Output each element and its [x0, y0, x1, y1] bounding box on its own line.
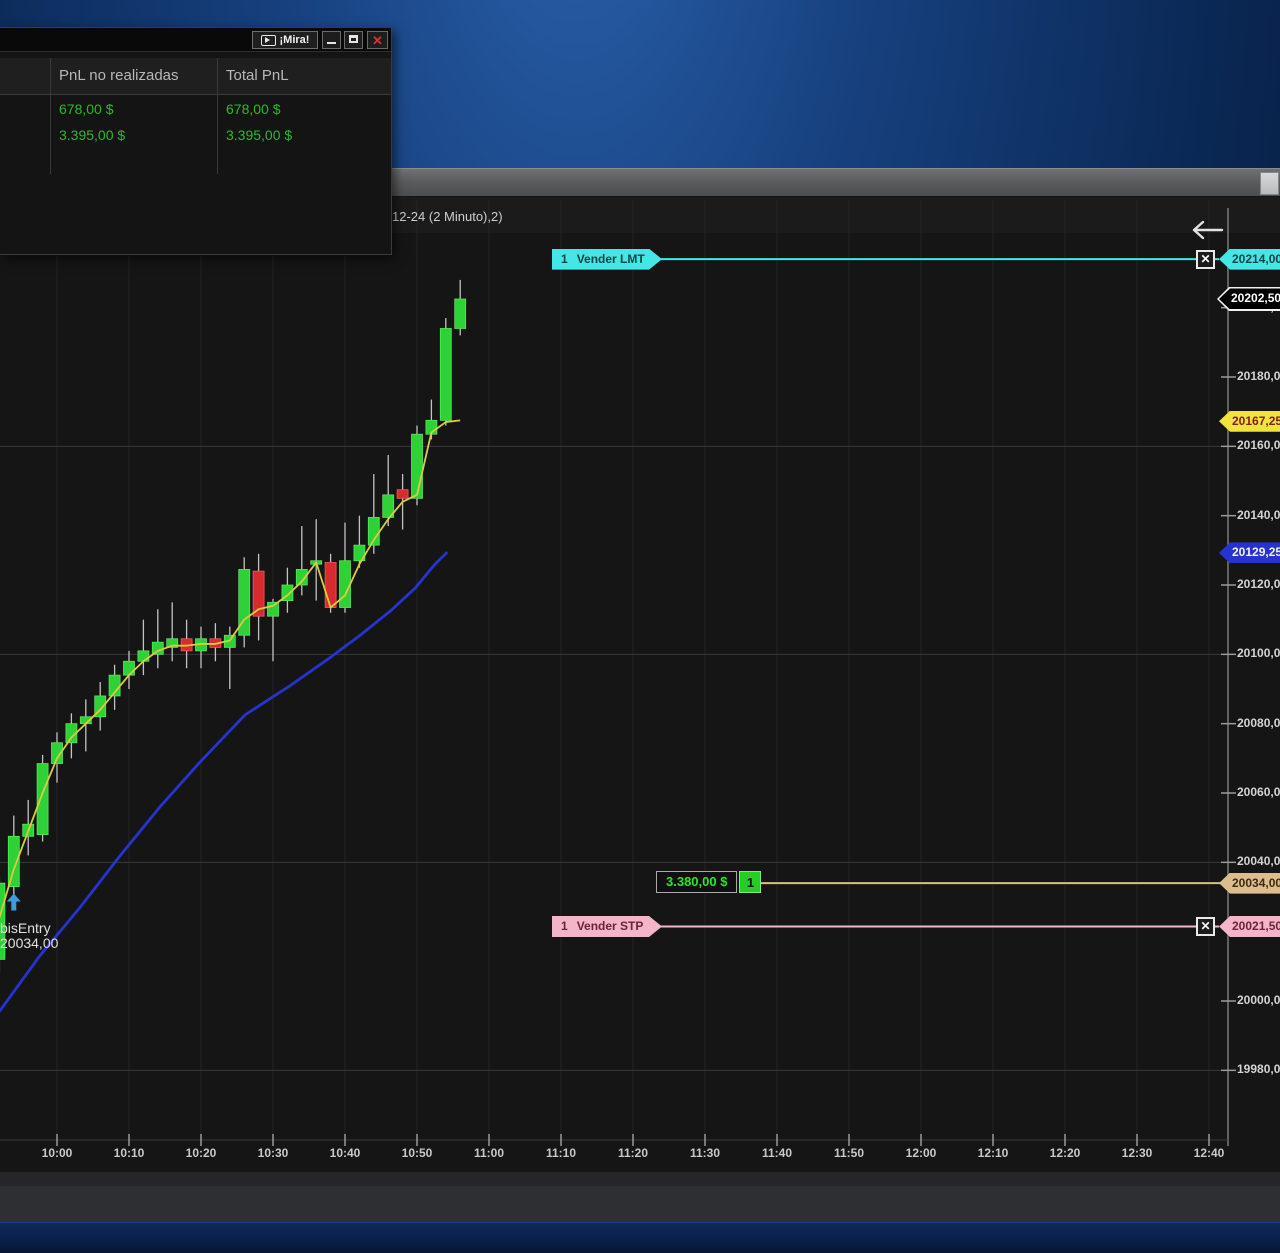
sell-limit-type: Vender LMT [576, 252, 645, 267]
column-divider [217, 58, 218, 174]
tv-play-icon [260, 34, 276, 46]
candle [454, 298, 467, 329]
sell-stop-order-label[interactable]: 1 Vender STP [552, 916, 662, 937]
minimize-icon [327, 42, 336, 44]
slow-ma-line [0, 551, 449, 1013]
pnl-window: ¡Mira! ✕ PnL no realizadas Total PnL 678… [0, 27, 392, 255]
candle [36, 763, 49, 836]
fast-ma-line [0, 419, 461, 919]
pnl-window-titlebar[interactable]: ¡Mira! ✕ [0, 28, 391, 52]
chart-bottom-bar [0, 1172, 1280, 1186]
sell-limit-qty: 1 [561, 252, 568, 267]
candle [411, 433, 423, 499]
position-unrealized-pnl: 3.380,00 $ [656, 871, 738, 894]
sell-stop-price-tag: 20021,50 [1219, 915, 1280, 937]
chart-area[interactable] [0, 196, 1280, 1222]
slow-ma-price-tag: 20129,25 [1219, 542, 1280, 564]
candle [94, 695, 107, 718]
chart-title: 12-24 (2 Minuto),2) [392, 209, 503, 224]
mira-button-label: ¡Mira! [279, 34, 310, 46]
close-button[interactable]: ✕ [367, 31, 388, 49]
candle [123, 660, 135, 676]
mira-button[interactable]: ¡Mira! [252, 31, 318, 49]
last-price-value: 20202,50 [1219, 288, 1280, 310]
cancel-sell-limit-button[interactable]: ✕ [1196, 249, 1215, 269]
candle [137, 650, 150, 662]
maximize-button[interactable] [344, 31, 363, 49]
fast-ma-price-tag: 20167,25 [1219, 410, 1280, 432]
sell-limit-order-label[interactable]: 1 Vender LMT [552, 249, 662, 270]
sell-stop-qty: 1 [561, 919, 568, 934]
buy-arrow-icon [6, 893, 21, 911]
sell-stop-type: Vender STP [576, 919, 644, 934]
cancel-sell-stop-button[interactable]: ✕ [1196, 916, 1215, 936]
candle [281, 584, 294, 602]
candle [382, 494, 395, 518]
candle [396, 489, 409, 499]
maximize-icon [349, 35, 358, 43]
candle [51, 742, 63, 764]
position-pnl-widget[interactable]: 3.380,00 $ 1 [656, 871, 762, 894]
unrealized-pnl-row2: 3.395,00 $ [59, 127, 126, 143]
candle [353, 544, 366, 562]
candle [7, 835, 20, 888]
entry-price-tag: 20034,00 [1219, 872, 1280, 894]
candle [0, 882, 6, 960]
total-pnl-row1: 678,00 $ [226, 101, 281, 117]
candle [238, 569, 251, 636]
column-divider [50, 58, 51, 174]
position-qty-badge: 1 [739, 871, 762, 894]
column-header-total-pnl[interactable]: Total PnL [226, 67, 289, 84]
total-pnl-row2: 3.395,00 $ [226, 127, 293, 143]
column-header-unrealized-pnl[interactable]: PnL no realizadas [59, 67, 179, 84]
candle [339, 560, 351, 608]
left-arrow-icon[interactable] [1188, 217, 1228, 248]
candle [324, 562, 337, 608]
taskbar [0, 1222, 1280, 1253]
last-price-tag: 20202,50 [1217, 286, 1280, 311]
pnl-table-header: PnL no realizadas Total PnL [0, 58, 391, 95]
toolbar-button[interactable] [1260, 172, 1279, 195]
entry-marker-name: bisEntry [0, 919, 51, 936]
entry-marker-price: 20034,00 [0, 934, 59, 951]
candle [252, 570, 265, 617]
window-status-bar [0, 1186, 1280, 1222]
close-icon: ✕ [372, 33, 383, 48]
candle [267, 601, 279, 617]
candlesticks [0, 279, 467, 974]
unrealized-pnl-row1: 678,00 $ [59, 101, 114, 117]
candle [166, 638, 179, 648]
entry-marker-label: bisEntry 20034,00 [0, 919, 59, 951]
plot-area [0, 200, 1228, 1140]
candle [439, 328, 452, 421]
sell-limit-price-tag: 20214,00 [1219, 248, 1280, 270]
candle [295, 569, 308, 586]
minimize-button[interactable] [322, 31, 341, 49]
candle [151, 641, 164, 655]
